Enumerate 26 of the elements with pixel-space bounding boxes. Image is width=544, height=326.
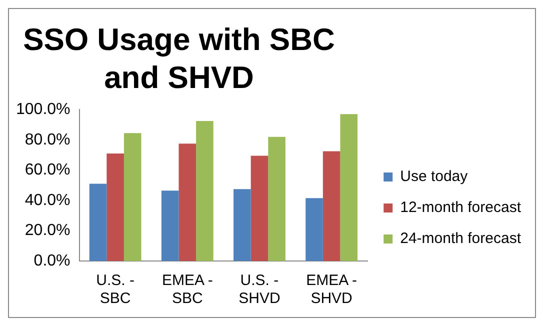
y-tick-label: 100.0% xyxy=(16,101,70,118)
x-tick-label: EMEA - SBC xyxy=(162,272,213,308)
bar xyxy=(306,198,323,261)
bar xyxy=(268,136,286,261)
bar xyxy=(340,114,358,261)
y-tick-label: 0.0% xyxy=(34,252,70,270)
bar xyxy=(124,133,142,261)
bar xyxy=(178,144,196,261)
x-tick-label: U.S. - SBC xyxy=(96,272,134,308)
x-tick-label: U.S. - SHVD xyxy=(238,272,280,308)
legend-label: 24-month forecast xyxy=(400,230,522,248)
legend-label: Use today xyxy=(400,168,468,186)
legend-label: 12-month forecast xyxy=(400,199,522,216)
bar xyxy=(89,184,107,261)
y-tick-label: 60.0% xyxy=(24,162,70,179)
bar xyxy=(234,189,251,261)
bar xyxy=(250,156,268,261)
bar xyxy=(106,154,124,261)
bar xyxy=(161,190,179,261)
y-tick-label: 20.0% xyxy=(24,222,70,240)
y-tick-label: 40.0% xyxy=(24,192,70,209)
bar xyxy=(196,120,214,261)
x-tick-label: EMEA - SHVD xyxy=(306,272,357,308)
chart-title: SSO Usage with SBC and SHVD xyxy=(22,21,336,97)
bar xyxy=(322,151,340,261)
y-tick-label: 80.0% xyxy=(24,131,70,148)
